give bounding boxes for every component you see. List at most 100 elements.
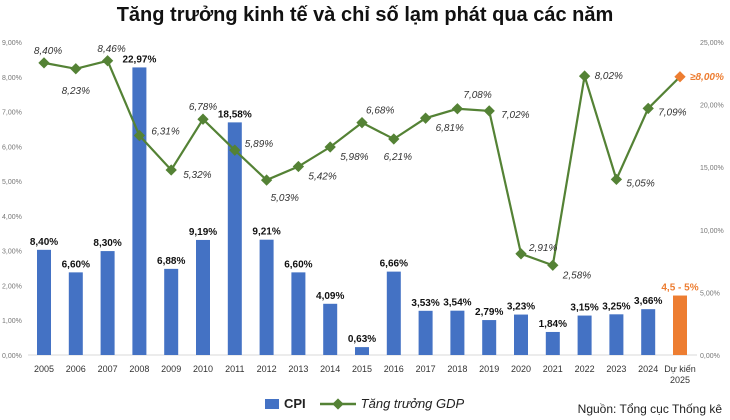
left-axis-tick: 0,00%: [2, 353, 22, 360]
gdp-data-label: 5,89%: [245, 139, 273, 150]
left-axis-tick: 7,00%: [2, 110, 22, 117]
cpi-bar: [482, 320, 497, 355]
cpi-data-label: 4,09%: [316, 291, 344, 302]
gdp-point: [515, 248, 527, 260]
left-axis-tick: 6,00%: [2, 144, 22, 151]
gdp-data-label: 2,91%: [528, 243, 557, 254]
gdp-data-label: ≥8,00%: [690, 72, 724, 83]
left-axis-tick: 2,00%: [2, 283, 22, 290]
gdp-data-label: 8,23%: [62, 86, 90, 97]
gdp-point: [101, 55, 114, 67]
chart-title: Tăng trưởng kinh tế và chỉ số lạm phát q…: [116, 4, 614, 26]
x-tick-label: 2014: [320, 364, 340, 374]
cpi-data-label: 3,15%: [570, 303, 598, 314]
cpi-data-label: 3,53%: [411, 298, 439, 309]
cpi-bar: [196, 239, 210, 355]
x-tick-label: 2005: [34, 364, 54, 374]
cpi-bar: [673, 295, 687, 355]
cpi-data-label: 0,63%: [348, 334, 376, 345]
cpi-bar: [418, 310, 433, 355]
cpi-data-label: 3,25%: [602, 301, 630, 312]
x-tick-label: 2016: [384, 364, 404, 374]
right-axis-tick: 15,00%: [700, 165, 724, 172]
gdp-data-label: 5,05%: [626, 178, 654, 189]
gdp-data-label: 8,02%: [595, 71, 623, 82]
source-note: Nguồn: Tổng cục Thống kê: [577, 402, 722, 416]
x-tick-label: 2006: [66, 364, 86, 374]
gdp-swatch-icon: [319, 397, 356, 410]
gdp-point: [70, 63, 82, 75]
cpi-bar: [227, 122, 242, 355]
gdp-data-label: 5,03%: [271, 193, 299, 204]
x-tick-label: 2015: [352, 364, 372, 374]
cpi-data-label: 1,84%: [539, 319, 567, 330]
x-tick-label: 2008: [129, 364, 149, 374]
cpi-bar: [450, 310, 465, 355]
legend-item-cpi[interactable]: CPI: [265, 396, 306, 411]
cpi-bar: [37, 249, 51, 355]
gdp-point: [165, 164, 177, 176]
cpi-bar: [259, 239, 274, 355]
gdp-point: [324, 141, 336, 153]
left-axis-tick: 1,00%: [2, 318, 22, 325]
gdp-data-label: 8,46%: [97, 44, 125, 55]
x-tick-label: 2018: [447, 364, 467, 374]
cpi-data-label: 3,23%: [507, 302, 535, 313]
gdp-point: [451, 103, 464, 115]
x-tick-label: 2020: [511, 364, 531, 374]
left-axis-tick: 4,00%: [2, 214, 22, 221]
right-axis-tick: 20,00%: [700, 103, 724, 110]
gdp-point: [610, 173, 623, 186]
gdp-data-label: 5,98%: [340, 152, 368, 163]
cpi-bar: [132, 67, 147, 356]
cpi-bar: [355, 347, 369, 355]
cpi-bar: [514, 314, 528, 355]
cpi-bar: [291, 272, 306, 355]
gdp-point: [133, 129, 146, 142]
left-axis-tick: 9,00%: [2, 40, 22, 47]
cpi-swatch-icon: [265, 398, 279, 409]
x-tick-label: 2009: [161, 364, 181, 374]
legend-item-gdp[interactable]: Tăng trưởng GDP: [319, 396, 464, 411]
gdp-point: [229, 144, 241, 156]
gdp-data-label: 6,31%: [151, 127, 179, 138]
cpi-data-label: 6,60%: [284, 259, 312, 270]
left-axis-tick: 5,00%: [2, 179, 22, 186]
x-tick-label: 2025: [670, 375, 690, 385]
cpi-bar: [641, 309, 656, 355]
cpi-data-label: 6,60%: [62, 259, 90, 270]
cpi-data-label: 4,5 - 5%: [661, 283, 698, 294]
cpi-data-label: 8,40%: [30, 237, 58, 248]
cpi-data-label: 2,79%: [475, 307, 503, 318]
cpi-data-label: 3,66%: [634, 296, 662, 307]
cpi-data-label: 8,30%: [93, 238, 121, 249]
gdp-point: [388, 133, 400, 145]
cpi-bar: [323, 303, 338, 355]
x-tick-label: 2022: [575, 364, 595, 374]
x-tick-label: 2011: [225, 364, 244, 374]
gdp-data-label: 5,42%: [308, 172, 336, 183]
gdp-data-label: 6,21%: [384, 152, 412, 163]
gdp-data-label: 7,08%: [463, 90, 491, 101]
gdp-point: [547, 259, 559, 271]
cpi-bar: [577, 315, 592, 355]
gdp-point: [38, 57, 50, 69]
x-tick-label: 2010: [193, 364, 213, 374]
left-axis-tick: 8,00%: [2, 75, 22, 82]
gdp-data-label: 5,32%: [183, 170, 211, 181]
right-axis-tick: 0,00%: [700, 353, 720, 360]
gdp-data-label: 7,02%: [501, 110, 529, 121]
left-axis-tick: 3,00%: [2, 249, 22, 256]
x-tick-label: 2019: [479, 364, 499, 374]
x-tick-label: 2012: [257, 364, 277, 374]
cpi-data-label: 22,97%: [122, 54, 156, 65]
x-tick-label: 2013: [288, 364, 308, 374]
x-tick-label: 2023: [606, 364, 626, 374]
cpi-bar: [545, 331, 560, 355]
cpi-data-label: 3,54%: [443, 298, 471, 309]
x-tick-label: 2017: [416, 364, 436, 374]
cpi-bar: [164, 268, 179, 355]
right-axis-tick: 10,00%: [700, 228, 724, 235]
cpi-bar: [100, 251, 115, 355]
